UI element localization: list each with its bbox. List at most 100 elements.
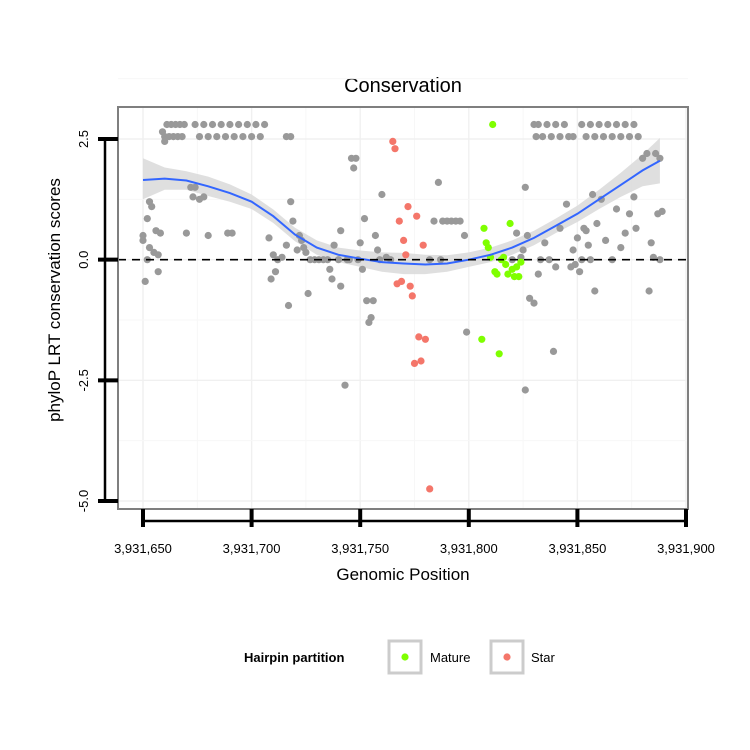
legend-item-star: Star <box>489 639 556 675</box>
x-tick-label: 3,931,900 <box>657 541 715 556</box>
y-tick-label: 2.5 <box>76 130 91 148</box>
point-other <box>139 231 147 240</box>
point-star <box>406 282 414 290</box>
point-other <box>239 133 247 141</box>
point-other <box>208 120 217 129</box>
point-other <box>358 265 366 273</box>
point-other <box>235 120 243 129</box>
point-other <box>282 241 290 249</box>
point-other <box>360 215 369 223</box>
point-other <box>278 253 286 261</box>
point-other <box>589 190 597 199</box>
point-other <box>612 205 621 213</box>
point-other <box>630 120 638 129</box>
point-star <box>421 335 429 343</box>
point-other <box>656 256 664 264</box>
point-other <box>248 133 256 141</box>
point-other <box>213 133 221 141</box>
point-other <box>556 133 564 141</box>
legend-dot-mature <box>401 653 409 661</box>
point-other <box>532 133 540 141</box>
point-other <box>521 183 529 191</box>
point-other <box>378 190 386 199</box>
point-star <box>415 333 423 341</box>
point-other <box>534 120 542 129</box>
point-other <box>204 133 212 141</box>
point-other <box>156 229 164 237</box>
point-other <box>226 120 234 129</box>
smooth-line <box>142 159 661 266</box>
point-other <box>267 275 275 283</box>
point-other <box>545 256 553 264</box>
point-other <box>586 256 595 264</box>
point-other <box>200 120 208 129</box>
y-axis-label: phyloP LRT conservation scores <box>45 178 64 422</box>
point-other <box>530 299 538 307</box>
point-other <box>647 239 655 247</box>
point-other <box>180 120 188 129</box>
point-other <box>513 229 521 237</box>
point-star <box>408 292 416 300</box>
point-other <box>582 133 590 141</box>
point-other <box>228 229 236 237</box>
point-star <box>400 236 408 244</box>
point-other <box>645 287 653 295</box>
y-tick-label: 0.0 <box>76 251 91 269</box>
point-other <box>602 236 610 244</box>
point-mature <box>480 224 488 232</box>
point-mature <box>495 350 503 358</box>
point-other <box>269 251 277 259</box>
point-other <box>534 270 542 278</box>
point-star <box>402 251 410 259</box>
point-star <box>391 145 399 153</box>
point-other <box>547 133 555 141</box>
point-other <box>608 133 616 141</box>
point-other <box>434 178 442 186</box>
point-star <box>397 277 406 285</box>
y-tick-label: -2.5 <box>76 369 91 391</box>
point-other <box>591 133 599 141</box>
legend: Hairpin partition Mature Star <box>244 639 556 675</box>
point-other <box>178 133 186 141</box>
point-other <box>289 217 297 225</box>
point-other <box>562 200 571 208</box>
legend-item-mature: Mature <box>387 639 470 675</box>
point-other <box>284 301 293 310</box>
point-other <box>591 287 599 295</box>
point-mature <box>478 335 486 343</box>
point-mature <box>493 270 501 278</box>
legend-label-mature: Mature <box>430 650 470 665</box>
point-other <box>243 120 251 129</box>
point-other <box>145 244 154 252</box>
point-other <box>656 154 664 162</box>
point-mature <box>515 273 523 281</box>
point-star <box>413 212 421 220</box>
panel-background <box>118 107 688 509</box>
point-mature <box>506 219 514 228</box>
point-other <box>369 297 377 305</box>
point-other <box>582 227 590 235</box>
point-other <box>625 210 634 218</box>
point-other <box>356 239 364 247</box>
legend-key-mature <box>387 639 423 675</box>
point-other <box>148 203 156 211</box>
point-other <box>304 289 312 298</box>
point-other <box>265 234 273 242</box>
x-tick-label: 3,931,700 <box>223 541 281 556</box>
point-other <box>578 120 586 129</box>
smooth-curve-layer <box>142 159 661 266</box>
point-other <box>630 193 638 201</box>
point-star <box>419 241 427 249</box>
chart-title: Conservation <box>344 75 462 97</box>
legend-title: Hairpin partition <box>244 650 344 665</box>
point-other <box>521 386 529 394</box>
point-other <box>328 275 336 283</box>
point-mature <box>484 244 492 252</box>
point-other <box>141 277 149 285</box>
point-other <box>195 133 204 141</box>
point-mature <box>513 263 521 271</box>
point-other <box>617 133 625 141</box>
plot-panel <box>117 78 689 510</box>
point-mature <box>502 260 510 269</box>
